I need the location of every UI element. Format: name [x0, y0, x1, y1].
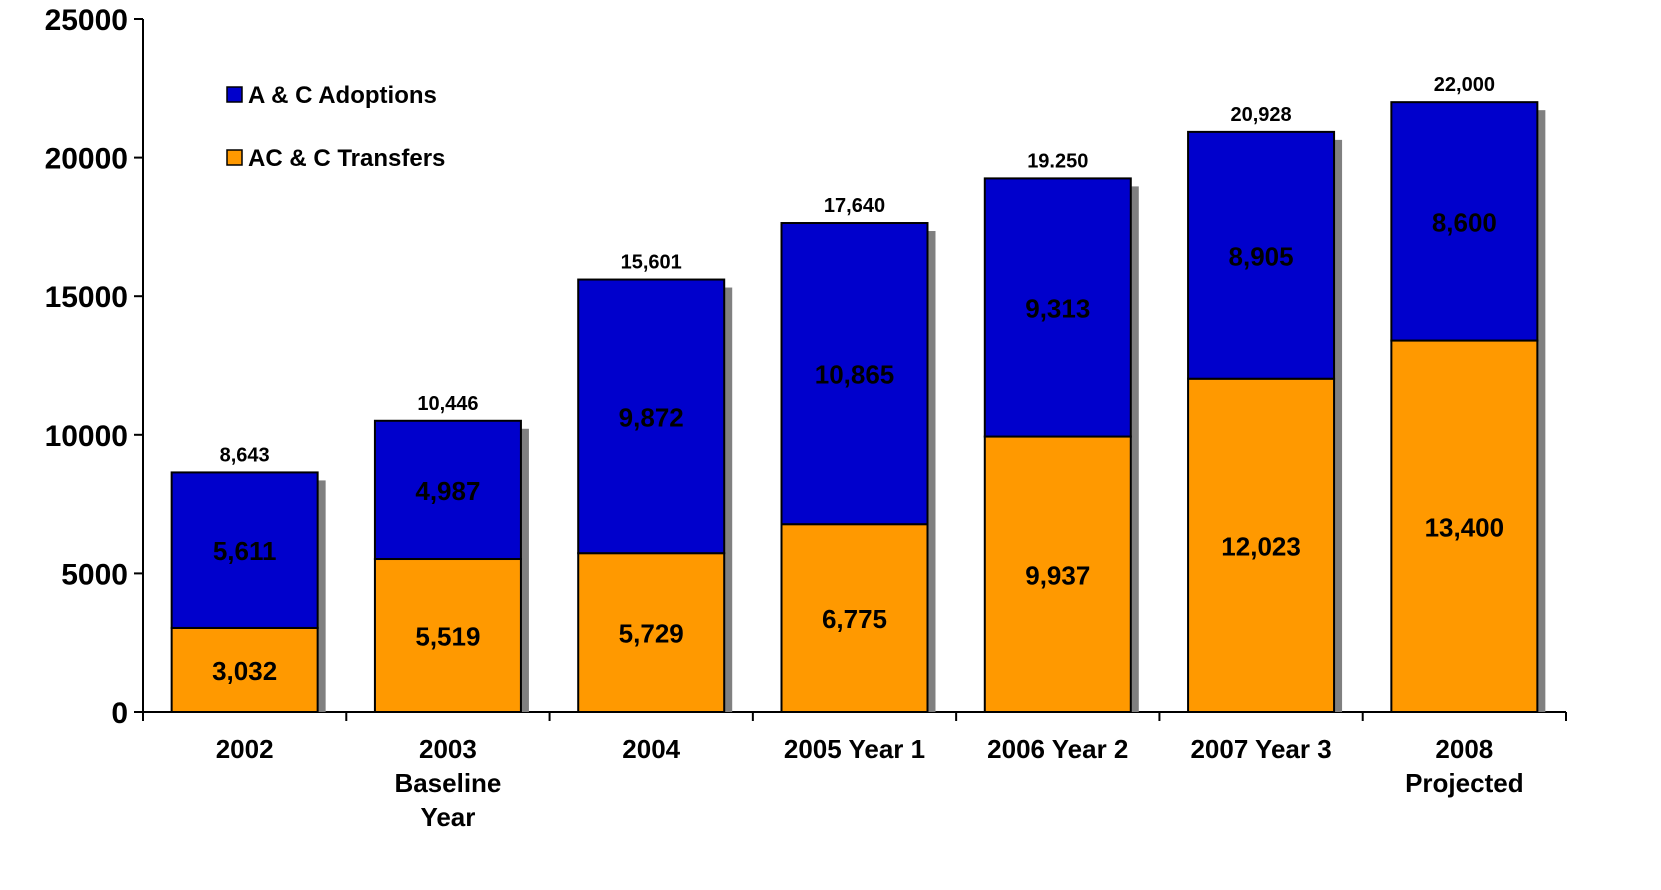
total-label: 17,640 — [824, 195, 885, 217]
bar-transfers — [983, 435, 1132, 713]
legend-label-adoptions: A & C Adoptions — [248, 82, 437, 109]
legend-swatch-adoptions — [226, 86, 243, 103]
data-label-adoptions: 8,905 — [1229, 241, 1294, 271]
bar-transfers — [780, 523, 929, 714]
x-tick-label: 2004 — [622, 734, 680, 764]
total-label: 10,446 — [417, 393, 478, 415]
bar-adoptions — [1390, 101, 1539, 342]
bar-transfers — [373, 558, 522, 713]
data-label-transfers: 13,400 — [1425, 512, 1505, 542]
y-tick-label: 15000 — [45, 281, 128, 314]
x-tick-label: 2002 — [216, 734, 274, 764]
total-label: 8,643 — [220, 444, 270, 466]
total-label: 22,000 — [1434, 74, 1495, 96]
bar-adoptions — [1187, 130, 1336, 380]
data-label-transfers: 6,775 — [822, 604, 887, 634]
x-tick-label: 2008 — [1435, 734, 1493, 764]
data-label-transfers: 5,519 — [415, 622, 480, 652]
data-label-adoptions: 8,600 — [1432, 207, 1497, 237]
total-label: 19.250 — [1027, 150, 1088, 172]
x-tick-label: Baseline — [394, 768, 501, 798]
bar-adoptions — [577, 278, 726, 555]
legend-label-transfers: AC & C Transfers — [248, 145, 445, 172]
data-label-transfers: 3,032 — [212, 656, 277, 686]
data-label-adoptions: 10,865 — [815, 360, 895, 390]
bar-adoptions — [373, 419, 522, 561]
total-label: 20,928 — [1230, 104, 1291, 126]
bar-transfers — [577, 552, 726, 714]
y-tick-label: 25000 — [45, 4, 128, 37]
data-label-adoptions: 5,611 — [213, 536, 277, 566]
bar-transfers — [1390, 339, 1539, 713]
data-label-transfers: 5,729 — [619, 619, 684, 649]
total-label: 15,601 — [621, 252, 682, 274]
bar-adoptions — [983, 177, 1132, 438]
x-tick-label: 2007 Year 3 — [1190, 734, 1331, 764]
legend-swatch-transfers — [226, 149, 243, 166]
bar-transfers — [1187, 377, 1336, 713]
x-tick-label: Year — [420, 802, 475, 832]
y-tick-label: 10000 — [45, 420, 128, 453]
x-tick-label: 2005 Year 1 — [784, 734, 925, 764]
data-label-transfers: 9,937 — [1025, 560, 1090, 590]
bar-adoptions — [780, 222, 929, 526]
x-tick-label: Projected — [1405, 768, 1524, 798]
data-label-adoptions: 9,872 — [619, 402, 684, 432]
x-tick-label: 2006 Year 2 — [987, 734, 1128, 764]
data-label-transfers: 12,023 — [1221, 531, 1301, 561]
y-tick-label: 20000 — [45, 143, 128, 176]
y-tick-label: 0 — [111, 697, 128, 730]
data-label-adoptions: 9,313 — [1025, 293, 1090, 323]
x-tick-label: 2003 — [419, 734, 477, 764]
bar-adoptions — [170, 471, 319, 629]
y-tick-label: 5000 — [61, 558, 128, 591]
data-label-adoptions: 4,987 — [415, 476, 480, 506]
